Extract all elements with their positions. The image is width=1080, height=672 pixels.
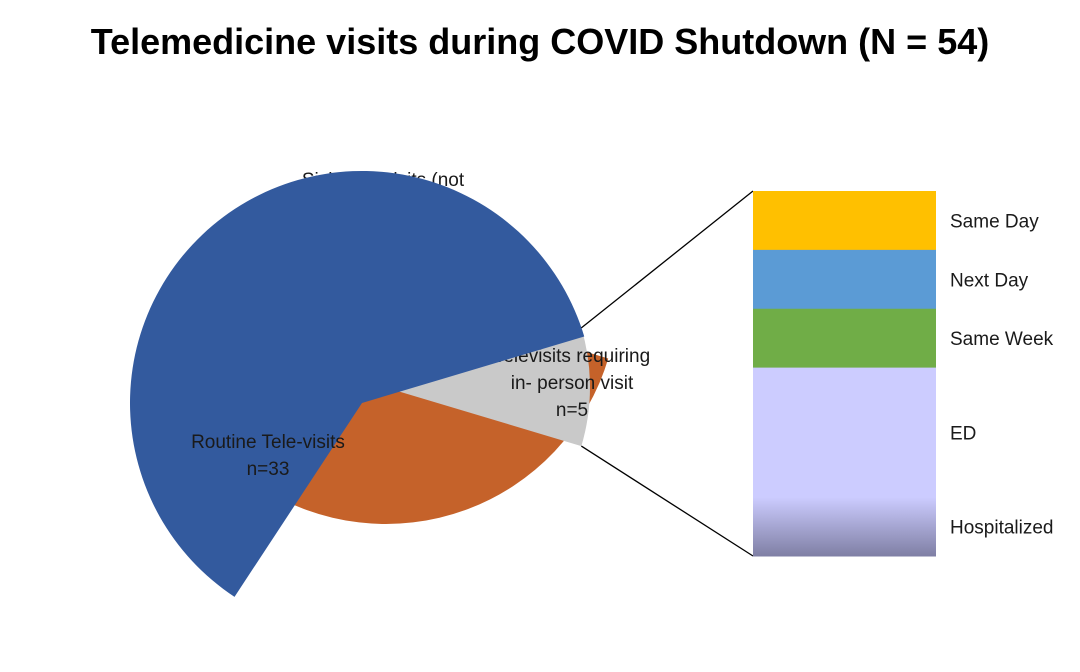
pie-slice-televisits-requiring-in-person-visit	[384, 327, 590, 447]
connector-line-top	[580, 190, 754, 329]
bar-segment-ed	[753, 367, 936, 498]
bar-label-same-day: Same Day	[950, 211, 1039, 232]
connector-line-bottom	[580, 445, 754, 557]
breakdown-bar: Same Day Next Day Same Week ED Hospitalized	[753, 191, 1054, 557]
pie: Sick Tele-visits (notrequiring in person…	[129, 170, 650, 597]
bar-segment-same-week	[753, 308, 936, 369]
bar-segment-hospitalized	[753, 497, 936, 557]
chart-title: Telemedicine visits during COVID Shutdow…	[91, 21, 989, 62]
pie-slice-routine-tele-visits	[129, 170, 585, 597]
bar-label-hospitalized: Hospitalized	[950, 518, 1054, 539]
bar-label-same-week: Same Week	[950, 329, 1054, 350]
bar-label-next-day: Next Day	[950, 270, 1029, 291]
bar-segment-same-day	[753, 191, 936, 251]
slice-label-televisits-requiring-in-person-visit: Televisits requiring in- person visit n=5	[494, 346, 650, 421]
bar-segment-next-day	[753, 249, 936, 310]
bar-label-ed: ED	[950, 423, 976, 444]
slice-label-routine-tele-visits: Routine Tele-visits n=33	[191, 432, 345, 480]
connector-lines	[580, 190, 754, 557]
